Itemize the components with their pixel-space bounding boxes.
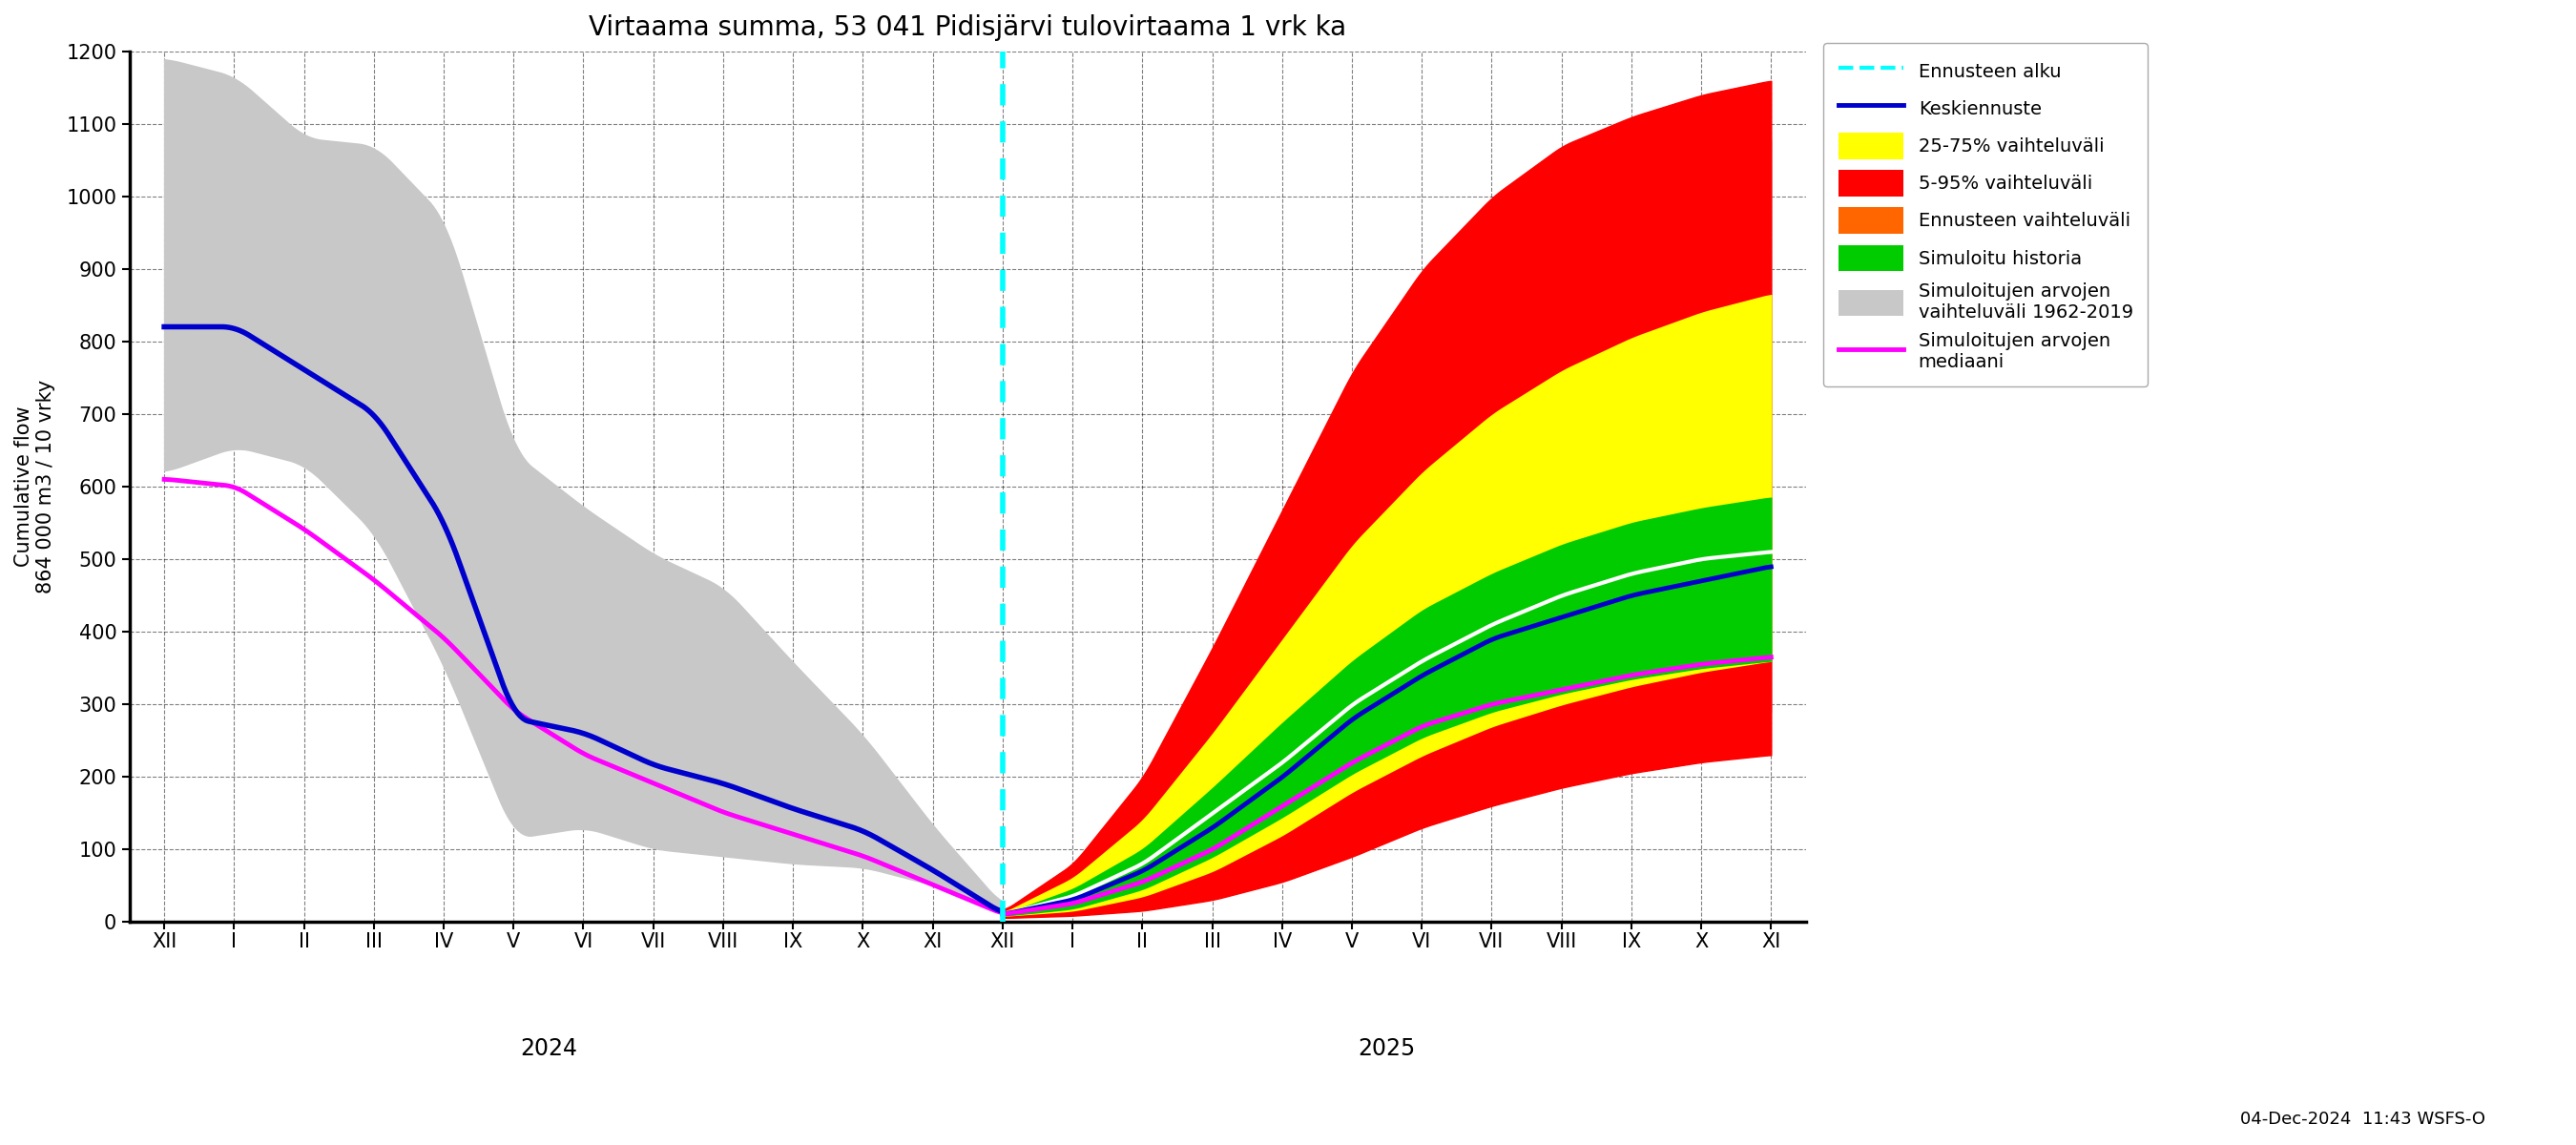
Text: 2024: 2024 — [520, 1037, 577, 1060]
Text: 2025: 2025 — [1358, 1037, 1417, 1060]
Legend: Ennusteen alku, Keskiennuste, 25-75% vaihteluväli, 5-95% vaihteluväli, Ennusteen: Ennusteen alku, Keskiennuste, 25-75% vai… — [1824, 44, 2148, 387]
Title: Virtaama summa, 53 041 Pidisjärvi tulovirtaama 1 vrk ka: Virtaama summa, 53 041 Pidisjärvi tulovi… — [590, 14, 1347, 41]
Y-axis label: Cumulative flow
864 000 m3 / 10 vrky: Cumulative flow 864 000 m3 / 10 vrky — [15, 379, 57, 593]
Text: 04-Dec-2024  11:43 WSFS-O: 04-Dec-2024 11:43 WSFS-O — [2241, 1111, 2486, 1128]
